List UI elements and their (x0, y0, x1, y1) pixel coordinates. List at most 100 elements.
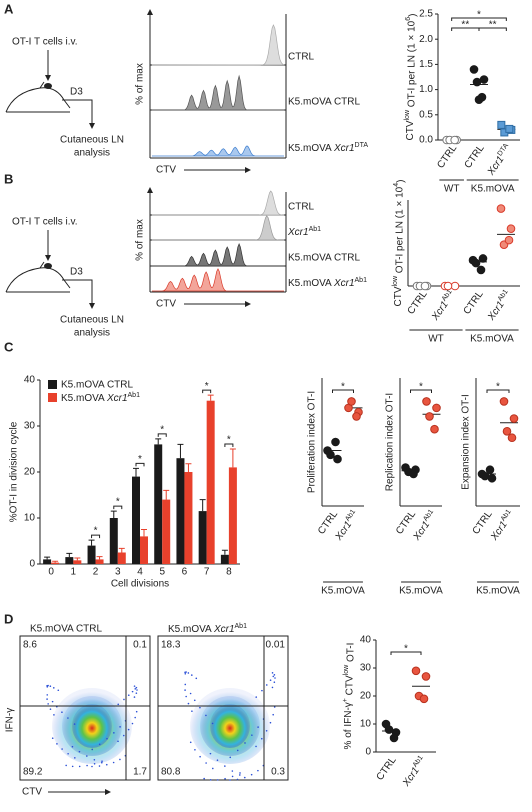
point (450, 281, 460, 291)
significance-label: * (496, 382, 500, 393)
event-dot (212, 767, 214, 770)
event-dot (224, 765, 226, 767)
event-dot (51, 737, 54, 740)
track-label: Xcr1Ab1 (287, 226, 321, 238)
text-part: Xcr1 (485, 299, 506, 323)
error-bar (133, 467, 139, 477)
error-bar (207, 394, 214, 401)
group-label: K5.mOVA (476, 586, 520, 597)
event-dot (191, 710, 193, 712)
significance-label: * (404, 644, 408, 655)
text-part: 6 (405, 17, 412, 21)
event-dot (71, 765, 74, 768)
significance-bracket (451, 17, 507, 21)
text-part: DTA (496, 142, 510, 157)
event-dot (134, 688, 137, 690)
text-part: Xcr1 (106, 393, 128, 404)
event-dot (112, 761, 115, 764)
group-label: K5.mOVA (470, 334, 514, 345)
significance-label: * (227, 435, 231, 446)
panel-label: B (4, 171, 13, 186)
x-tick-label: 0 (48, 567, 54, 578)
event-dot (250, 773, 253, 776)
event-dot (194, 748, 196, 751)
text-part: DTA (355, 142, 369, 149)
event-dot (271, 686, 274, 689)
bar (51, 562, 60, 564)
y-tick-label: 40 (360, 635, 372, 646)
event-dot (86, 755, 88, 757)
event-dot (61, 748, 63, 750)
arrow (62, 279, 95, 309)
error-bar (118, 547, 125, 553)
y-tick-label: 40 (24, 375, 36, 386)
schematic-text: D3 (70, 267, 83, 278)
event-dot (269, 679, 272, 681)
point (389, 733, 399, 743)
bar (162, 499, 171, 564)
y-tick-label: 20 (24, 467, 36, 478)
point (474, 95, 484, 104)
text-part: Ab1 (344, 508, 357, 522)
point (333, 454, 342, 464)
event-dot (98, 743, 101, 746)
event-dot (86, 764, 88, 767)
quadrant-value: 1.7 (133, 767, 147, 778)
x-tick-label: CTRL (435, 143, 459, 171)
event-dot (205, 762, 207, 764)
event-dot (134, 716, 136, 719)
x-tick-label: Xcr1DTA (484, 142, 514, 178)
event-dot (273, 674, 276, 676)
point (496, 204, 506, 213)
significance-label: * (477, 10, 481, 21)
histogram-trace (152, 190, 284, 216)
x-tick-label: 1 (71, 567, 77, 578)
text-part: OT-I per LN (1 × 10 (406, 20, 417, 110)
density-cloud (210, 704, 250, 748)
bar (73, 560, 82, 564)
text-part: 4 (393, 183, 400, 187)
event-dot (187, 702, 190, 705)
event-dot (74, 757, 76, 759)
event-dot (187, 672, 190, 674)
point (421, 672, 431, 681)
event-dot (49, 685, 52, 688)
event-dot (67, 717, 69, 719)
event-dot (244, 742, 246, 744)
point (450, 135, 459, 145)
y-tick-label: 10 (360, 719, 372, 730)
point (425, 412, 434, 421)
event-dot (101, 760, 103, 763)
y-tick-label: 30 (24, 421, 36, 432)
event-dot (184, 683, 187, 686)
event-dot (73, 723, 76, 725)
event-dot (238, 774, 241, 776)
density-cloud (72, 704, 112, 748)
bar (132, 476, 140, 564)
error-bar (199, 499, 206, 512)
group-label: K5.mOVA (399, 586, 443, 597)
text-part: Ab1 (309, 226, 322, 233)
text-part: CTV (393, 286, 404, 306)
text-part: Xcr1 (485, 154, 506, 178)
histogram-trace (152, 215, 284, 241)
text-part: Xcr1 (333, 143, 355, 154)
bar (228, 467, 237, 564)
event-dot (78, 750, 81, 753)
event-dot (53, 714, 55, 716)
event-dot (135, 692, 138, 694)
text-part: CTV (405, 120, 416, 140)
event-dot (133, 696, 136, 698)
schematic-text: Cutaneous LN (60, 315, 124, 326)
legend-swatch (48, 380, 57, 389)
y-tick-label: 0.5 (419, 109, 433, 120)
text-part: Ab1 (422, 508, 435, 522)
event-dot (117, 740, 119, 743)
point (506, 224, 516, 233)
significance-label: ** (489, 20, 497, 31)
significance-label: * (94, 526, 98, 537)
event-dot (243, 776, 246, 779)
quadrant-value: 0.3 (271, 767, 285, 778)
event-dot (93, 758, 96, 761)
